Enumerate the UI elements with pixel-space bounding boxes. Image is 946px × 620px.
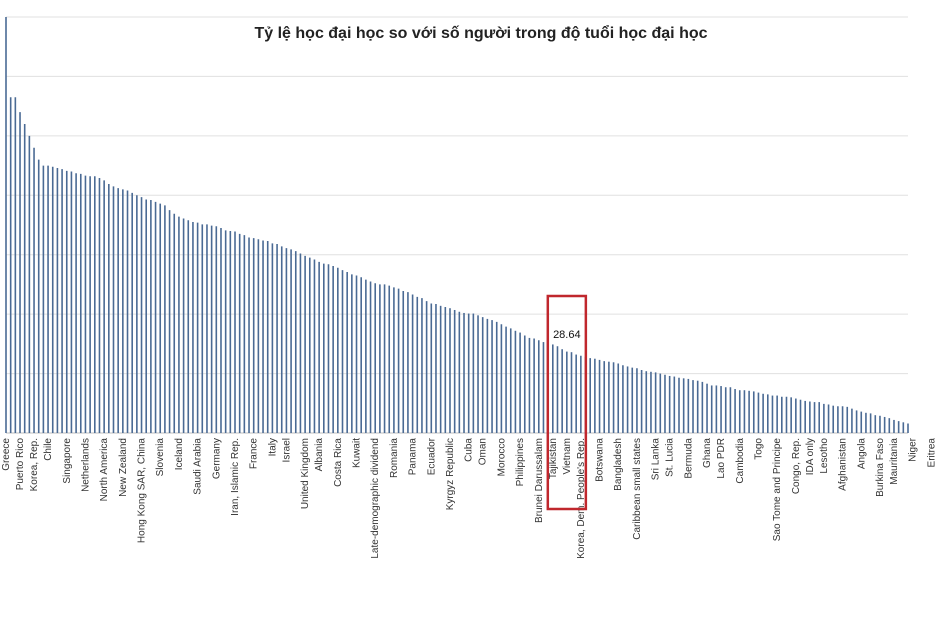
x-tick-label: United Kingdom	[300, 438, 311, 509]
x-tick-label: Kyrgyz Republic	[445, 438, 456, 510]
x-tick-label: Kuwait	[352, 438, 363, 468]
x-tick-label: Hong Kong SAR, China	[137, 438, 148, 544]
x-tick-label: Mauritania	[889, 438, 900, 485]
x-tick-label: New Zealand	[118, 438, 129, 497]
x-tick-label: Brunei Darussalam	[534, 438, 545, 523]
x-tick-label: Philippines	[515, 438, 526, 486]
x-tick-label: Oman	[478, 438, 489, 465]
x-tick-label: Afghanistan	[838, 438, 849, 491]
x-tick-label: Caribbean small states	[632, 438, 643, 540]
x-tick-label: Burkina Faso	[875, 438, 886, 497]
highlight-box	[546, 294, 588, 511]
x-tick-label: Sri Lanka	[651, 438, 662, 481]
x-tick-label: Iceland	[174, 438, 185, 470]
x-tick-label: Puerto Rico	[15, 438, 26, 491]
x-tick-label: Togo	[753, 438, 764, 460]
x-tick-label: IDA only	[805, 438, 816, 475]
x-tick-label: Niger	[908, 437, 919, 462]
x-tick-label: Ecuador	[426, 437, 437, 475]
x-tick-label: Sao Tome and Principe	[772, 438, 783, 542]
chart-title: Tỷ lệ học đại học so với số người trong …	[254, 24, 707, 42]
x-tick-label: Panama	[408, 438, 419, 476]
x-tick-label: Chile	[43, 438, 54, 461]
x-tick-label: Singapore	[62, 438, 73, 484]
x-tick-label: Bangladesh	[613, 438, 624, 491]
x-tick-label: Korea, Dem. People's Rep.	[576, 438, 587, 559]
x-tick-label: Netherlands	[80, 438, 91, 492]
x-tick-label: Ghana	[702, 438, 713, 468]
x-tick-label: Tajikistan	[548, 438, 559, 479]
x-tick-label: Albania	[314, 438, 325, 472]
x-tick-label: Cuba	[464, 438, 475, 462]
x-tick-label: Congo, Rep.	[791, 438, 802, 494]
x-tick-label: Korea, Rep.	[29, 438, 40, 491]
x-tick-label: Greece	[1, 438, 12, 471]
x-tick-label: Costa Rica	[333, 438, 344, 487]
x-tick-label: Lesotho	[819, 438, 830, 474]
x-tick-label: Iran, Islamic Rep.	[230, 438, 241, 516]
x-tick-label: Bermuda	[683, 438, 694, 479]
x-tick-label: Israel	[281, 438, 292, 462]
highlight-group: 28.64	[546, 294, 588, 511]
highlight-value-label: 28.64	[553, 329, 581, 341]
x-tick-label: Saudi Arabia	[193, 438, 204, 495]
x-tick-label: St. Lucia	[665, 438, 676, 477]
x-tick-label: Slovenia	[155, 438, 166, 477]
x-tick-label: Botswana	[595, 438, 606, 482]
x-tick-label: Morocco	[496, 438, 507, 477]
x-tick-label: Late-demographic dividend	[370, 438, 381, 559]
x-tick-label: Italy	[267, 438, 278, 456]
x-tick-label: Romania	[389, 438, 400, 478]
x-tick-label: Angola	[856, 438, 867, 470]
bars	[5, 17, 909, 433]
x-tick-label: Germany	[211, 438, 222, 479]
x-tick-label: Cambodia	[735, 438, 746, 484]
x-tick-label: Lao PDR	[716, 438, 727, 479]
x-tick-label: Vietnam	[562, 438, 573, 475]
x-tick-label: North America	[99, 438, 110, 502]
x-tick-labels: Greece Puerto Rico Korea, Rep. Chile Singapo…	[1, 437, 937, 559]
x-tick-label: Eritrea	[926, 438, 937, 468]
x-tick-label: France	[249, 438, 260, 470]
